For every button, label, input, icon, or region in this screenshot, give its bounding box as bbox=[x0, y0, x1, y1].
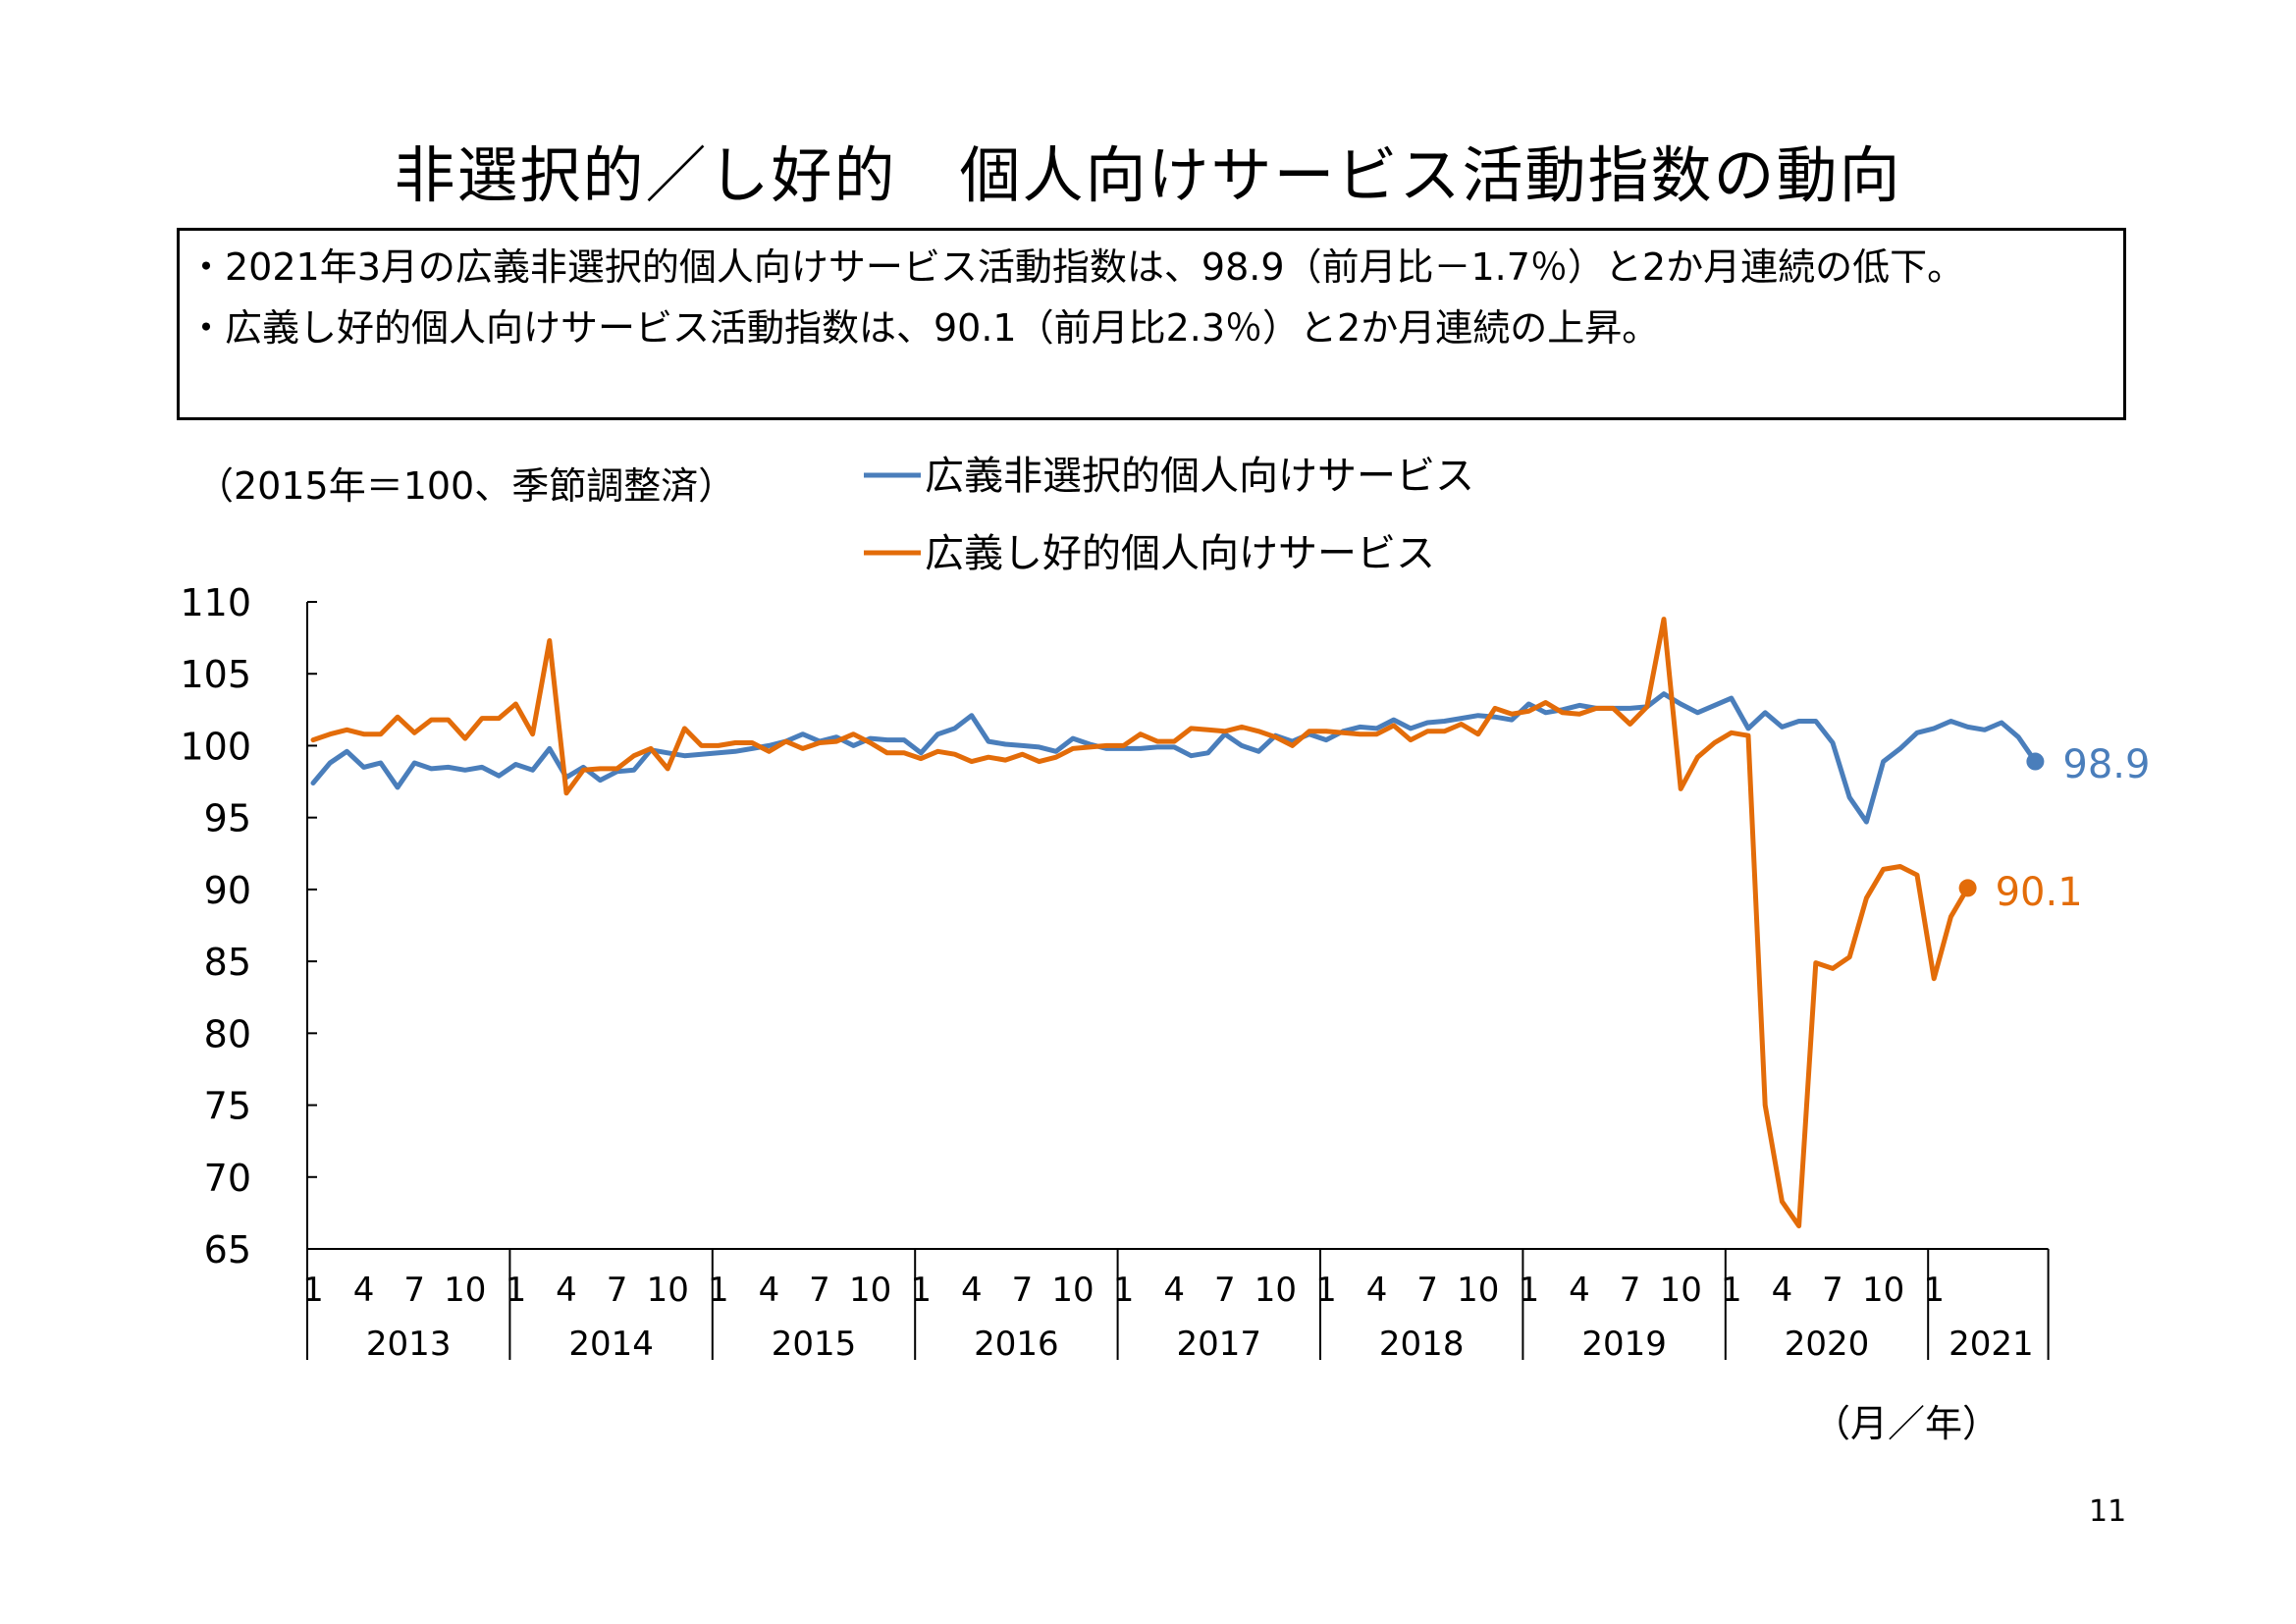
y-tick-label: 65 bbox=[204, 1228, 251, 1272]
x-tick-label-month: 10 bbox=[1660, 1271, 1702, 1310]
x-tick-label-month: 4 bbox=[1163, 1271, 1185, 1310]
x-tick-label-month: 7 bbox=[1012, 1271, 1034, 1310]
page-number: 11 bbox=[2089, 1494, 2127, 1529]
x-tick-label-month: 7 bbox=[1214, 1271, 1236, 1310]
x-tick-label-year: 2018 bbox=[1379, 1325, 1465, 1364]
x-tick-label-month: 10 bbox=[1255, 1271, 1297, 1310]
x-tick-label-month: 7 bbox=[1822, 1271, 1843, 1310]
y-axis: 65 70 75 80 85 90 95 100 105 110 bbox=[180, 581, 317, 1272]
x-tick-label-month: 10 bbox=[849, 1271, 891, 1310]
x-axis-label: （月／年） bbox=[1813, 1402, 2000, 1445]
series-end-label-discretionary: 90.1 bbox=[1996, 870, 2083, 915]
summary-box: 2021年3月の広義非選択的個人向けサービス活動指数は、98.9（前月比－1.7… bbox=[177, 228, 2126, 420]
x-tick-label-month: 1 bbox=[1519, 1271, 1540, 1310]
x-tick-label-month: 1 bbox=[1721, 1271, 1742, 1310]
legend: 広義非選択的個人向けサービス 広義し好的個人向けサービス bbox=[864, 454, 1474, 576]
series-line-discretionary bbox=[310, 617, 1971, 1229]
x-tick-label-month: 10 bbox=[1457, 1271, 1499, 1310]
x-tick-label-month: 7 bbox=[403, 1271, 425, 1310]
y-tick-label: 70 bbox=[204, 1157, 251, 1200]
x-tick-label-month: 7 bbox=[607, 1271, 628, 1310]
x-tick-label-month: 4 bbox=[759, 1271, 780, 1310]
x-tick-label-month: 7 bbox=[1416, 1271, 1438, 1310]
x-tick-label-month: 1 bbox=[302, 1271, 324, 1310]
x-tick-label-year: 2017 bbox=[1177, 1325, 1262, 1364]
x-tick-label-month: 4 bbox=[353, 1271, 375, 1310]
x-tick-label-month: 10 bbox=[444, 1271, 486, 1310]
y-tick-label: 100 bbox=[180, 725, 251, 768]
x-tick-label-month: 1 bbox=[1113, 1271, 1135, 1310]
y-tick-label: 80 bbox=[204, 1012, 251, 1056]
x-tick-label-month: 1 bbox=[506, 1271, 527, 1310]
x-tick-label-month: 7 bbox=[809, 1271, 830, 1310]
series-end-marker-nonselective bbox=[2026, 752, 2045, 771]
x-tick-label-year: 2016 bbox=[974, 1325, 1059, 1364]
plot-area: 98.9 90.1 bbox=[310, 617, 2150, 1229]
x-tick-label-year: 2013 bbox=[366, 1325, 452, 1364]
series-end-marker-discretionary bbox=[1958, 879, 1977, 897]
series-end-label-nonselective: 98.9 bbox=[2062, 742, 2150, 787]
y-tick-label: 85 bbox=[204, 941, 251, 984]
x-tick-label-month: 10 bbox=[1051, 1271, 1094, 1310]
x-tick-label-month: 7 bbox=[1620, 1271, 1641, 1310]
legend-label-discretionary: 広義し好的個人向けサービス bbox=[925, 531, 1435, 576]
y-tick-label: 95 bbox=[204, 797, 251, 840]
x-tick-label-month: 10 bbox=[647, 1271, 689, 1310]
x-tick-label-month: 1 bbox=[1315, 1271, 1337, 1310]
x-tick-label-year: 2020 bbox=[1785, 1325, 1870, 1364]
x-tick-label-month: 4 bbox=[961, 1271, 983, 1310]
y-tick-label: 75 bbox=[204, 1085, 251, 1128]
x-tick-label-month: 4 bbox=[1366, 1271, 1388, 1310]
y-tick-label: 90 bbox=[204, 869, 251, 912]
x-tick-label-month: 4 bbox=[556, 1271, 577, 1310]
x-tick-label-month: 1 bbox=[1923, 1271, 1945, 1310]
summary-bullet-1: 2021年3月の広義非選択的個人向けサービス活動指数は、98.9（前月比－1.7… bbox=[187, 244, 2090, 290]
x-tick-label-year: 2014 bbox=[568, 1325, 654, 1364]
x-tick-label-month: 4 bbox=[1569, 1271, 1590, 1310]
summary-bullet-2: 広義し好的個人向けサービス活動指数は、90.1（前月比2.3％）と2か月連続の上… bbox=[187, 305, 2123, 351]
unit-note: （2015年＝100、季節調整済） bbox=[196, 464, 735, 508]
x-tick-label-month: 1 bbox=[708, 1271, 729, 1310]
legend-label-nonselective: 広義非選択的個人向けサービス bbox=[925, 454, 1474, 499]
x-tick-label-year: 2015 bbox=[772, 1325, 857, 1364]
series-line-nonselective bbox=[310, 691, 2038, 825]
x-tick-label-month: 10 bbox=[1862, 1271, 1904, 1310]
page-title: 非選択的／し好的 個人向けサービス活動指数の動向 bbox=[394, 139, 1902, 211]
x-tick-label-year: 2019 bbox=[1581, 1325, 1667, 1364]
y-tick-label: 110 bbox=[180, 581, 251, 624]
x-tick-label-month: 1 bbox=[910, 1271, 932, 1310]
x-tick-label-month: 4 bbox=[1772, 1271, 1793, 1310]
y-tick-label: 105 bbox=[180, 653, 251, 696]
x-tick-label-year: 2021 bbox=[1949, 1325, 2034, 1364]
